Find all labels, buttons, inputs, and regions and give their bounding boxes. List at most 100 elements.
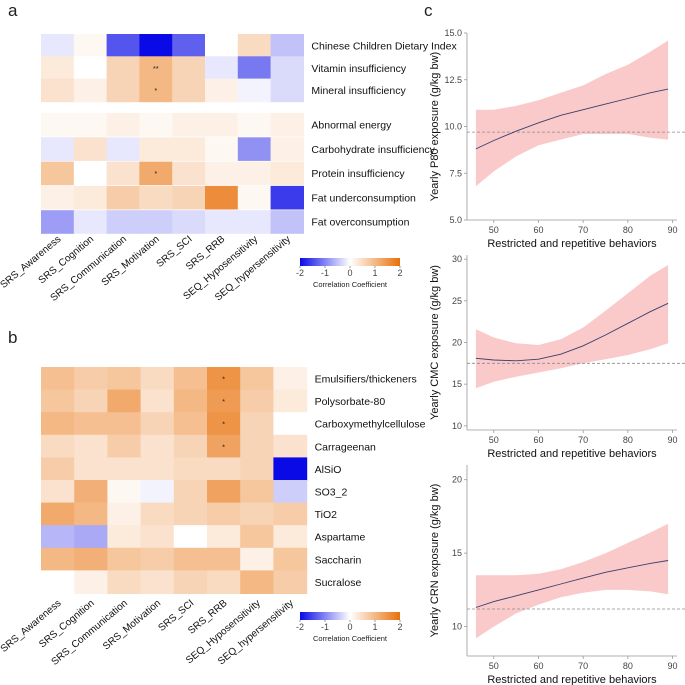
heatmap-cell — [172, 161, 206, 186]
heatmap-cell — [73, 137, 108, 161]
heatmap-cell — [41, 547, 75, 572]
y-tick-label: 10 — [452, 421, 462, 431]
heatmap-cell — [74, 457, 108, 481]
heatmap-cell — [173, 457, 208, 481]
heatmap-cell — [172, 185, 206, 210]
heatmap-cell — [240, 547, 274, 572]
legend-tick-label: 0 — [347, 622, 352, 632]
legend-tick-label: -2 — [296, 622, 304, 632]
heatmap-cell — [140, 570, 175, 594]
heatmap-cell — [41, 525, 75, 549]
significance-marker: * — [154, 86, 157, 95]
fitted-line — [475, 88, 669, 150]
heatmap-cell — [41, 161, 75, 186]
y-tick-label: 12.5 — [444, 75, 462, 85]
heatmap-cell — [74, 367, 108, 391]
heatmap-cell — [207, 367, 241, 391]
heatmap-cell — [273, 525, 308, 549]
heatmap-cell — [173, 367, 208, 391]
heatmap-cell — [207, 412, 241, 436]
significance-marker: * — [222, 375, 225, 384]
heatmap-cell — [74, 502, 108, 527]
heatmap-cell — [106, 185, 140, 210]
heatmap-cell — [205, 34, 239, 58]
heatmap-cell — [107, 570, 142, 594]
heatmap-cell — [41, 480, 75, 504]
confidence-band — [475, 40, 669, 187]
heatmap-cell — [140, 525, 175, 549]
heatmap-cell — [173, 389, 208, 414]
panel-label-c: c — [424, 1, 433, 20]
heatmap-row-label: AlSiO — [315, 464, 342, 476]
heatmap-cell — [107, 412, 142, 436]
heatmap-cell — [106, 161, 140, 186]
heatmap-row-label: Abnormal energy — [311, 120, 392, 132]
heatmap-cell — [207, 434, 241, 459]
heatmap-cell — [41, 502, 75, 527]
heatmap-cell — [240, 367, 274, 391]
heatmap-cell — [240, 570, 274, 594]
heatmap-cell — [41, 412, 75, 436]
heatmap-cell — [173, 434, 208, 459]
heatmap-cell — [140, 502, 175, 527]
heatmap-cell — [41, 137, 75, 161]
legend-tick-label: -2 — [296, 268, 304, 278]
heatmap-row-label: Aspartame — [315, 532, 366, 544]
heatmap-row-label: Fat underconsumption — [311, 192, 416, 204]
heatmap-cell — [173, 570, 208, 594]
heatmap-row-label: Carbohydrate insufficiency — [311, 144, 435, 156]
heatmap-cell — [73, 210, 108, 234]
heatmap-cell — [173, 502, 208, 527]
heatmap-cell — [106, 34, 140, 58]
heatmap-cell — [273, 570, 308, 594]
heatmap-cell — [74, 547, 108, 572]
heatmap-cell — [240, 457, 274, 481]
x-tick-label: 80 — [623, 225, 633, 235]
heatmap-cell — [74, 480, 108, 504]
heatmap-cell — [270, 78, 304, 103]
heatmap-cell — [273, 547, 308, 572]
x-axis-label: Restricted and repetitive behaviors — [487, 238, 657, 250]
heatmap-cell — [173, 547, 208, 572]
heatmap-cell — [106, 56, 140, 80]
heatmap-cell — [73, 78, 108, 103]
y-axis-label: Yearly P80 exposure (g/kg bw) — [429, 52, 441, 201]
heatmap-cell — [172, 210, 206, 234]
x-tick-label: 50 — [489, 661, 499, 671]
heatmap-cell — [273, 457, 308, 481]
heatmap-cell — [173, 412, 208, 436]
heatmap-cell — [139, 185, 173, 210]
heatmap-cell — [139, 78, 173, 103]
x-tick-label: 90 — [668, 661, 678, 671]
legend-tick-label: -1 — [321, 268, 329, 278]
heatmap-cell — [73, 161, 108, 186]
x-tick-label: 70 — [578, 225, 588, 235]
heatmap-cell — [240, 480, 274, 504]
line-plot-cmc: 50 60 70 80 90 10 15 20 25 30 Restricted and repet… — [429, 254, 685, 460]
heatmap-cell — [107, 480, 142, 504]
heatmap-cell — [205, 161, 239, 186]
heatmap-cell — [106, 78, 140, 103]
heatmap-cell — [106, 210, 140, 234]
y-tick-label: 30 — [452, 254, 462, 264]
heatmap-cell — [140, 457, 175, 481]
x-tick-label: 90 — [668, 435, 678, 445]
heatmap-cell — [172, 34, 206, 58]
heatmap-cell — [140, 434, 175, 459]
y-tick-label: 10 — [452, 622, 462, 632]
x-tick-label: 50 — [489, 435, 499, 445]
heatmap-cell — [237, 113, 272, 137]
heatmap-cell — [41, 457, 75, 481]
legend-tick-label: 2 — [397, 622, 402, 632]
x-axis-label: Restricted and repetitive behaviors — [487, 448, 657, 460]
heatmap-cell — [41, 185, 75, 210]
heatmap-cell — [139, 56, 173, 80]
heatmap-cell — [207, 502, 241, 527]
heatmap-row-label: Fat overconsumption — [311, 217, 409, 229]
heatmap-row-label: Sucralose — [315, 577, 362, 589]
heatmap-cell — [172, 78, 206, 103]
x-tick-label: 90 — [668, 225, 678, 235]
heatmap-cell — [74, 389, 108, 414]
heatmap-row-label: Chinese Children Dietary Index — [311, 41, 457, 53]
